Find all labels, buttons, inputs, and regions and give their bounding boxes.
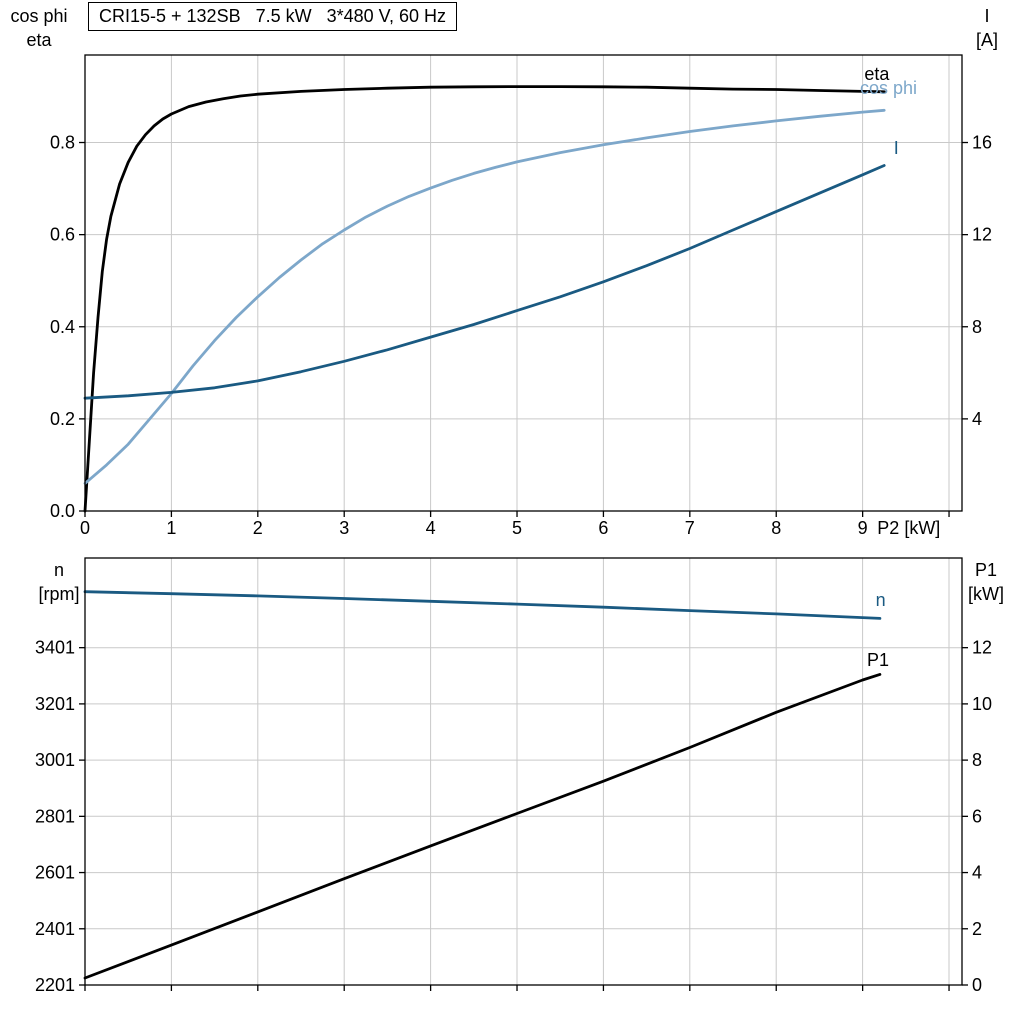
svg-text:1: 1 [166,518,176,538]
svg-text:7: 7 [685,518,695,538]
svg-text:2401: 2401 [35,919,75,939]
curve-label-P1: P1 [867,650,889,670]
svg-text:2201: 2201 [35,975,75,995]
ampere-unit-label: [A] [975,30,998,50]
svg-text:2: 2 [972,919,982,939]
curve-label-I: I [894,138,899,158]
svg-text:0: 0 [972,975,982,995]
curve-label-cos phi: cos phi [860,78,917,98]
svg-text:3401: 3401 [35,638,75,658]
svg-text:4: 4 [972,863,982,883]
plot-frame [84,557,963,986]
chart-title-box: CRI15-5 + 132SB 7.5 kW 3*480 V, 60 Hz [88,2,458,31]
svg-text:8: 8 [771,518,781,538]
plot-frame [84,54,963,512]
bottom-chart: 2201 2401 2601 2801 3001 3201 3401 0 2 4 6 8 10 12 n P1 [35,557,992,995]
top-chart-left-axis-title: cos phi eta [4,4,74,52]
svg-text:6: 6 [598,518,608,538]
svg-text:4: 4 [426,518,436,538]
x-axis-unit-label: P2 [kW] [877,518,940,538]
svg-text:0.4: 0.4 [50,317,75,337]
svg-text:8: 8 [972,317,982,337]
gridlines [85,558,962,985]
current-axis-label: I [984,6,990,26]
bottom-chart-right-axis-title: P1 [kW] [958,558,1014,606]
svg-text:4: 4 [972,409,982,429]
axis-ticks: 2201 2401 2601 2801 3001 3201 3401 0 2 4 6 8 10 12 [35,638,992,995]
curve-I [83,164,886,400]
curve-label-eta: eta [864,64,890,84]
svg-text:0.8: 0.8 [50,133,75,153]
eta-axis-label: eta [26,30,52,50]
svg-text:2801: 2801 [35,806,75,826]
curve-label-n: n [876,590,886,610]
svg-text:2601: 2601 [35,863,75,883]
svg-text:2: 2 [253,518,263,538]
rpm-unit-label: [rpm] [38,584,80,604]
curve-P1 [83,673,882,980]
svg-text:6: 6 [972,806,982,826]
svg-text:16: 16 [972,133,992,153]
svg-text:9: 9 [858,518,868,538]
curve-n [83,590,882,620]
svg-text:12: 12 [972,225,992,245]
svg-text:3: 3 [339,518,349,538]
svg-text:0.2: 0.2 [50,409,75,429]
top-chart-right-axis-title: I [A] [963,4,1011,52]
svg-text:12: 12 [972,638,992,658]
gridlines [85,55,962,511]
svg-text:0.0: 0.0 [50,501,75,521]
curve-cos phi [83,108,886,485]
kw-unit-label: [kW] [968,584,1004,604]
svg-text:3001: 3001 [35,750,75,770]
svg-text:0.6: 0.6 [50,225,75,245]
svg-text:3201: 3201 [35,694,75,714]
svg-text:5: 5 [512,518,522,538]
bottom-chart-left-axis-title: n [rpm] [26,558,92,606]
p1-axis-label: P1 [974,560,998,580]
cos-phi-axis-label: cos phi [10,6,68,26]
speed-axis-label: n [53,560,64,580]
svg-text:8: 8 [972,750,982,770]
svg-text:0: 0 [80,518,90,538]
svg-text:10: 10 [972,694,992,714]
curve-eta [83,85,886,513]
